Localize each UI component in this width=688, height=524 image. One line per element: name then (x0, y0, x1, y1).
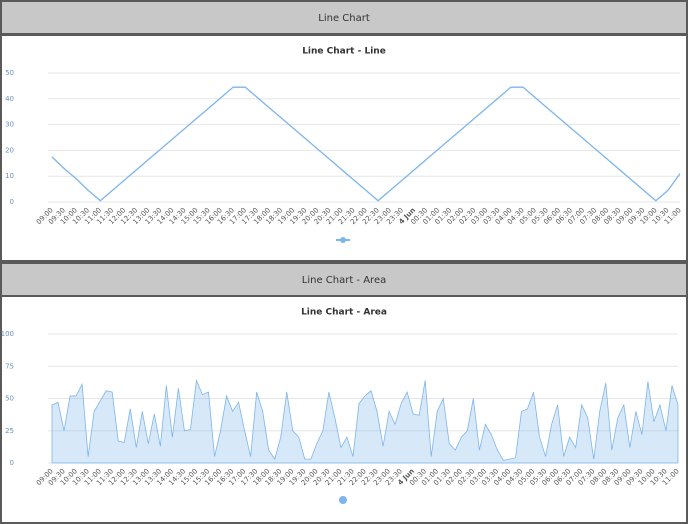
line (51, 86, 681, 202)
panel-header (2, 2, 686, 33)
y-tick-label: 50 (5, 395, 14, 403)
panel-header-text: Line Chart (318, 13, 370, 24)
y-tick-label: 25 (5, 427, 14, 435)
y-tick-label: 50 (5, 69, 14, 77)
y-tick-label: 30 (5, 121, 14, 129)
y-tick-label: 20 (5, 146, 14, 154)
y-tick-label: 10 (5, 172, 14, 180)
area (51, 378, 679, 464)
legend-symbol (339, 496, 347, 504)
y-tick-label: 40 (5, 95, 14, 103)
chart-title: Line Chart - Line (302, 47, 386, 57)
y-tick-label: 0 (10, 198, 14, 206)
chart-title: Line Chart - Area (301, 308, 387, 318)
y-tick-label: 75 (5, 362, 14, 370)
legend-symbol (340, 237, 346, 243)
y-tick-label: 100 (1, 330, 14, 338)
y-tick-label: 0 (10, 459, 14, 467)
panel-header-text: Line Chart - Area (302, 275, 386, 286)
panel-header (2, 264, 686, 295)
